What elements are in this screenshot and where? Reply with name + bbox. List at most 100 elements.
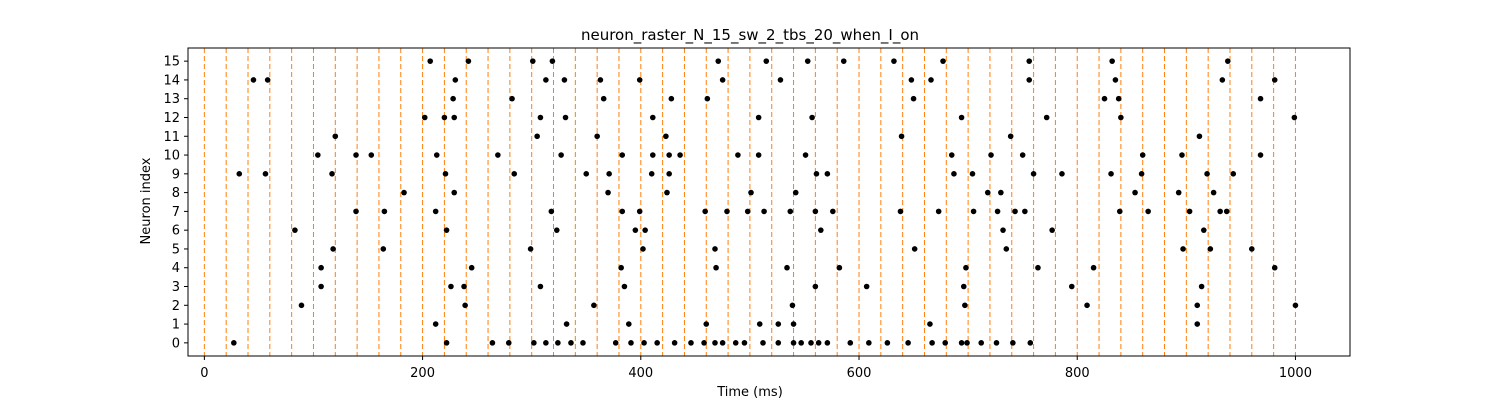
y-tick-label: 4 <box>172 261 180 276</box>
spike-point <box>1204 171 1210 177</box>
spike-point <box>1219 77 1226 83</box>
spike-point <box>1108 171 1114 177</box>
chart-title: neuron_raster_N_15_sw_2_tbs_20_when_I_on <box>581 26 919 45</box>
spike-point <box>928 77 934 83</box>
spike-point <box>824 171 831 177</box>
spike-point <box>988 152 994 158</box>
spike-point <box>509 95 515 102</box>
spike-point <box>701 340 707 346</box>
spike-point <box>704 95 711 102</box>
spike-point <box>612 340 619 346</box>
spike-point <box>650 114 656 121</box>
spike-point <box>441 114 448 121</box>
x-axis-label: Time (ms) <box>716 385 783 400</box>
spike-point <box>1115 95 1122 102</box>
spike-point <box>960 283 967 290</box>
y-tick-label: 10 <box>163 149 180 164</box>
spike-point <box>815 340 822 346</box>
spike-point <box>978 340 985 346</box>
spike-point <box>884 340 891 346</box>
spike-point <box>962 302 968 309</box>
spike-point <box>963 264 969 271</box>
spike-point <box>1022 208 1028 215</box>
spike-point <box>703 321 710 327</box>
spike-point <box>450 95 456 102</box>
spike-point <box>264 77 271 83</box>
spike-point <box>448 283 454 290</box>
spike-point <box>452 77 459 83</box>
spike-point <box>628 340 634 346</box>
spike-point <box>555 340 561 346</box>
spike-point <box>468 264 475 271</box>
spike-point <box>1112 77 1119 83</box>
x-tick-label: 800 <box>1065 366 1090 381</box>
spike-point <box>495 152 501 158</box>
axes-frame <box>187 47 1351 357</box>
spike-point <box>401 189 407 196</box>
spike-point <box>648 171 655 177</box>
spike-point <box>760 340 766 346</box>
spike-point <box>688 340 694 346</box>
spike-point <box>432 321 439 327</box>
spike-point <box>606 171 612 177</box>
spike-point <box>666 152 672 158</box>
spike-point <box>353 152 359 158</box>
spike-point <box>330 246 336 252</box>
spike-point <box>840 58 847 64</box>
x-tick-label: 200 <box>410 366 435 381</box>
spike-point <box>1049 227 1055 233</box>
spike-point <box>677 152 683 158</box>
spike-point <box>1012 208 1018 215</box>
spike-point <box>548 208 555 215</box>
spike-point <box>1271 264 1278 271</box>
spike-point <box>642 227 648 233</box>
spike-point <box>958 114 965 121</box>
spike-point <box>1109 58 1115 64</box>
spike-point <box>1257 95 1264 102</box>
x-tick-label: 600 <box>847 366 872 381</box>
spike-point <box>1035 264 1041 271</box>
spike-point <box>951 171 957 177</box>
spike-point <box>298 302 305 309</box>
spike-point <box>671 340 678 346</box>
spike-point <box>461 283 467 290</box>
spike-point <box>1003 246 1010 252</box>
spike-point <box>970 208 977 215</box>
spike-point <box>719 340 726 346</box>
spike-point <box>748 189 754 196</box>
spike-point <box>1145 208 1151 215</box>
spike-point <box>836 264 843 271</box>
spike-point <box>763 58 770 64</box>
spike-point <box>911 246 918 252</box>
y-tick-label: 14 <box>163 73 180 88</box>
spike-point <box>1026 77 1033 83</box>
spike-point <box>1180 246 1186 252</box>
y-tick-label: 12 <box>163 111 180 126</box>
spike-point <box>1194 302 1201 309</box>
spike-point <box>529 58 536 64</box>
spike-point <box>353 208 359 215</box>
spike-point <box>381 208 388 215</box>
spike-point <box>527 246 534 252</box>
spike-point <box>824 340 831 346</box>
spike-point <box>1007 133 1014 140</box>
spike-point <box>640 246 646 252</box>
spike-point <box>1010 340 1016 346</box>
spike-point <box>775 340 782 346</box>
spike-point <box>1068 283 1075 290</box>
x-tick-label: 1000 <box>1279 366 1312 381</box>
spike-point <box>368 152 375 158</box>
spike-point <box>724 208 730 215</box>
spike-point <box>1026 58 1033 64</box>
spike-point <box>790 321 797 327</box>
spike-point <box>563 321 570 327</box>
spike-point <box>625 321 632 327</box>
spike-point <box>1175 189 1182 196</box>
spike-point <box>511 171 518 177</box>
spike-point <box>505 340 512 346</box>
spike-point <box>910 95 917 102</box>
spike-point <box>1292 302 1299 309</box>
y-tick-label: 0 <box>172 336 180 351</box>
